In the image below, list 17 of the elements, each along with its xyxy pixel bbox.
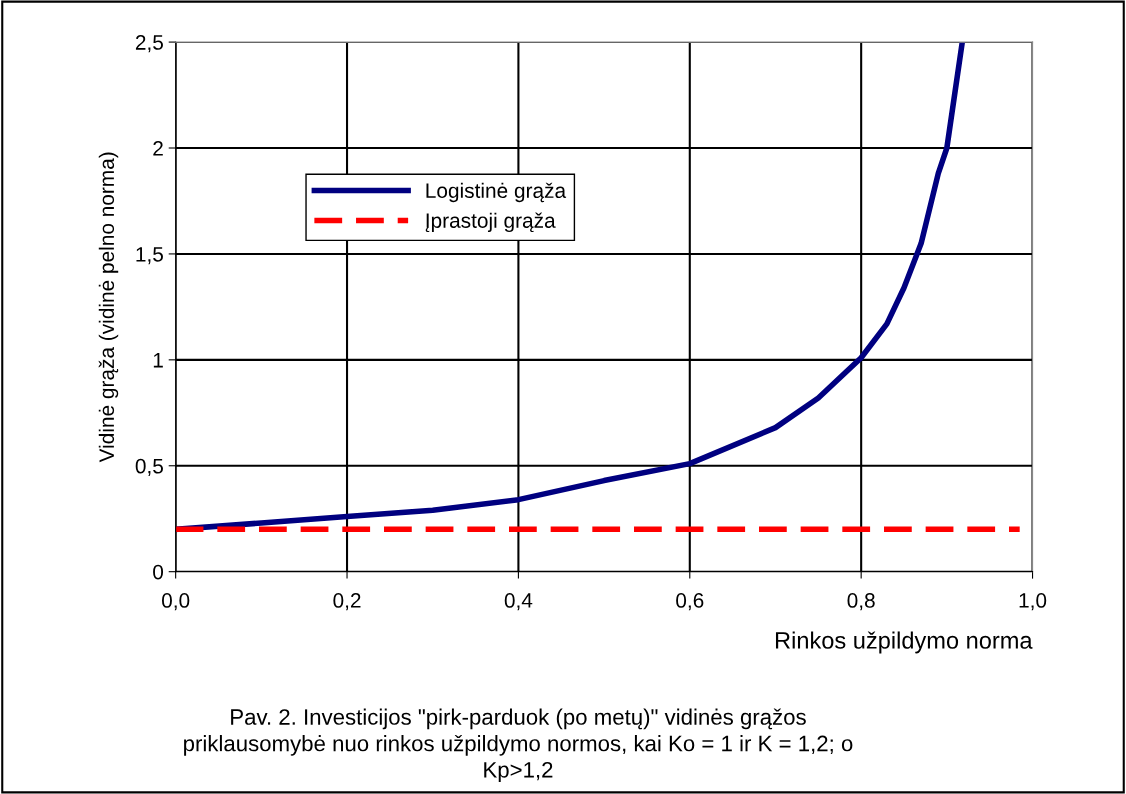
legend-label: Logistinė grąža <box>426 182 567 203</box>
x-axis-title: Rinkos užpildymo norma <box>775 631 1033 654</box>
y-tick-label: 1,5 <box>136 247 163 265</box>
y-tick-label: 0,5 <box>135 458 163 476</box>
x-tick-label: 0,2 <box>333 593 361 611</box>
x-tick-label: 0,8 <box>847 593 875 611</box>
x-tick-label: 0,4 <box>504 593 533 611</box>
text: Pav. 2. Investicijos "pirk-parduok (po metų)" vidinės grąžos priklausomybė nuo rinkos užpildymo normos, kai Ko = 1 ir K = 1,2; o Kp>1,2 <box>184 708 853 783</box>
y-tick-label: 2,5 <box>135 35 163 53</box>
x-tick-label: 0,6 <box>676 593 704 611</box>
x-tick-label: 0,0 <box>161 593 190 611</box>
legend-label: Įprastoji grąža <box>425 212 556 233</box>
y-tick-label: 1 <box>153 353 163 368</box>
x-tick-label: 1,0 <box>1019 593 1047 611</box>
y-tick-label: 0 <box>153 564 164 580</box>
y-tick-label: 2 <box>153 141 163 156</box>
y-axis-title: Vidinė grąža (vidinė pelno norma) <box>98 152 119 463</box>
